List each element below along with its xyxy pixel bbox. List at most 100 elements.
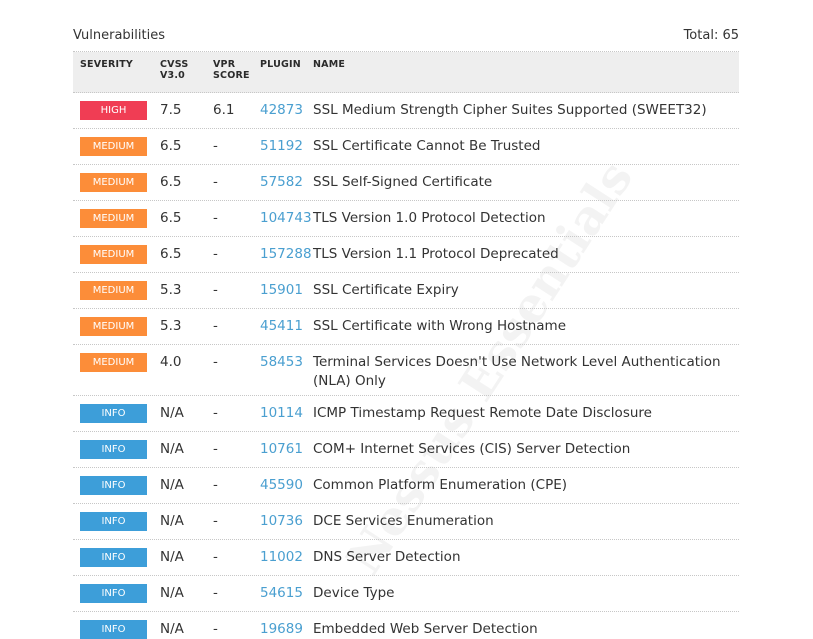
severity-badge: INFO	[80, 584, 147, 603]
vpr-score: -	[213, 246, 218, 262]
plugin-link[interactable]: 58453	[260, 354, 303, 370]
col-severity-label: SEVERITY	[80, 59, 133, 70]
vpr-score: -	[213, 282, 218, 298]
vpr-score: -	[213, 318, 218, 334]
vulnerability-name: Terminal Services Doesn't Use Network Le…	[313, 354, 721, 389]
col-plugin-header: PLUGIN	[260, 59, 301, 70]
vulnerability-name: DNS Server Detection	[313, 549, 461, 565]
table-row: INFO N/A - 11002 DNS Server Detection	[73, 540, 739, 576]
vpr-score: -	[213, 441, 218, 457]
cvss-score: N/A	[160, 405, 184, 421]
severity-badge: MEDIUM	[80, 281, 147, 300]
vulnerability-name: SSL Certificate with Wrong Hostname	[313, 318, 566, 334]
vpr-score: -	[213, 585, 218, 601]
table-row: MEDIUM 6.5 - 51192 SSL Certificate Cannot Be…	[73, 129, 739, 165]
plugin-link[interactable]: 15901	[260, 282, 303, 298]
severity-badge: INFO	[80, 620, 147, 639]
plugin-link[interactable]: 51192	[260, 138, 303, 154]
table-row: MEDIUM 6.5 - 104743 TLS Version 1.0 Protocol…	[73, 201, 739, 237]
plugin-link[interactable]: 54615	[260, 585, 303, 601]
vpr-score: -	[213, 477, 218, 493]
col-cvss-label-line1: CVSS	[160, 59, 189, 70]
vpr-score: -	[213, 549, 218, 565]
vulnerability-name: TLS Version 1.1 Protocol Deprecated	[313, 246, 559, 262]
vulnerabilities-table: SEVERITY CVSS V3.0 VPR SCORE PLUGIN NAME…	[73, 51, 739, 639]
vulnerability-name: Embedded Web Server Detection	[313, 621, 538, 637]
col-cvss-header: CVSS V3.0	[160, 59, 188, 81]
severity-badge: INFO	[80, 476, 147, 495]
table-row: HIGH 7.5 6.1 42873 SSL Medium Strength Ciphe…	[73, 93, 739, 129]
plugin-link[interactable]: 157288	[260, 246, 312, 262]
plugin-link[interactable]: 45411	[260, 318, 303, 334]
severity-badge: MEDIUM	[80, 173, 147, 192]
plugin-link[interactable]: 19689	[260, 621, 303, 637]
vulnerability-name: TLS Version 1.0 Protocol Detection	[313, 210, 546, 226]
col-severity-header: SEVERITY	[80, 59, 133, 70]
vpr-score: -	[213, 513, 218, 529]
severity-badge: INFO	[80, 512, 147, 531]
cvss-score: N/A	[160, 621, 184, 637]
cvss-score: N/A	[160, 441, 184, 457]
cvss-score: 5.3	[160, 282, 182, 298]
vulnerability-name: ICMP Timestamp Request Remote Date Discl…	[313, 405, 652, 421]
cvss-score: 7.5	[160, 102, 182, 118]
vpr-score: -	[213, 210, 218, 226]
table-row: MEDIUM 4.0 - 58453 Terminal Services Doesn't…	[73, 345, 739, 396]
vpr-score: -	[213, 174, 218, 190]
severity-badge: INFO	[80, 404, 147, 423]
vulnerability-name: DCE Services Enumeration	[313, 513, 494, 529]
table-row: INFO N/A - 54615 Device Type	[73, 576, 739, 612]
cvss-score: N/A	[160, 585, 184, 601]
vulnerability-name: Common Platform Enumeration (CPE)	[313, 477, 568, 493]
vpr-score: -	[213, 621, 218, 637]
table-row: MEDIUM 6.5 - 157288 TLS Version 1.1 Protocol…	[73, 237, 739, 273]
vpr-score: 6.1	[213, 102, 235, 118]
col-cvss-label-line2: V3.0	[160, 70, 185, 81]
cvss-score: N/A	[160, 477, 184, 493]
plugin-link[interactable]: 11002	[260, 549, 303, 565]
col-vpr-label-line2: SCORE	[213, 70, 250, 81]
table-row: MEDIUM 5.3 - 15901 SSL Certificate Expiry	[73, 273, 739, 309]
table-row: INFO N/A - 45590 Common Platform Enumeration…	[73, 468, 739, 504]
vpr-score: -	[213, 405, 218, 421]
plugin-link[interactable]: 104743	[260, 210, 312, 226]
vulnerability-name: COM+ Internet Services (CIS) Server Dete…	[313, 441, 631, 457]
table-row: MEDIUM 6.5 - 57582 SSL Self-Signed Certifica…	[73, 165, 739, 201]
plugin-link[interactable]: 10761	[260, 441, 303, 457]
vulnerability-name: SSL Medium Strength Cipher Suites Suppor…	[313, 102, 707, 118]
table-header: SEVERITY CVSS V3.0 VPR SCORE PLUGIN NAME	[73, 52, 739, 93]
section-header: Vulnerabilities Total: 65	[73, 26, 739, 51]
vpr-score: -	[213, 138, 218, 154]
cvss-score: N/A	[160, 513, 184, 529]
plugin-link[interactable]: 45590	[260, 477, 303, 493]
severity-badge: MEDIUM	[80, 245, 147, 264]
plugin-link[interactable]: 42873	[260, 102, 303, 118]
section-title: Vulnerabilities	[73, 28, 165, 43]
table-body: HIGH 7.5 6.1 42873 SSL Medium Strength Ciphe…	[73, 93, 739, 639]
vulnerability-name: SSL Certificate Expiry	[313, 282, 459, 298]
severity-badge: HIGH	[80, 101, 147, 120]
table-row: INFO N/A - 19689 Embedded Web Server Detecti…	[73, 612, 739, 639]
plugin-link[interactable]: 10736	[260, 513, 303, 529]
total-count: Total: 65	[683, 28, 739, 43]
table-row: MEDIUM 5.3 - 45411 SSL Certificate with Wron…	[73, 309, 739, 345]
severity-badge: MEDIUM	[80, 137, 147, 156]
table-row: INFO N/A - 10761 COM+ Internet Services (CIS…	[73, 432, 739, 468]
col-vpr-header: VPR SCORE	[213, 59, 250, 81]
severity-badge: MEDIUM	[80, 317, 147, 336]
col-vpr-label-line1: VPR	[213, 59, 236, 70]
plugin-link[interactable]: 57582	[260, 174, 303, 190]
cvss-score: 6.5	[160, 246, 182, 262]
col-name-header: NAME	[313, 59, 345, 70]
cvss-score: 5.3	[160, 318, 182, 334]
cvss-score: 6.5	[160, 138, 182, 154]
vulnerability-name: SSL Self-Signed Certificate	[313, 174, 493, 190]
table-row: INFO N/A - 10736 DCE Services Enumeration	[73, 504, 739, 540]
severity-badge: INFO	[80, 548, 147, 567]
vulnerability-name: Device Type	[313, 585, 395, 601]
plugin-link[interactable]: 10114	[260, 405, 303, 421]
table-row: INFO N/A - 10114 ICMP Timestamp Request Remo…	[73, 396, 739, 432]
cvss-score: 4.0	[160, 354, 182, 370]
col-plugin-label: PLUGIN	[260, 59, 301, 70]
cvss-score: N/A	[160, 549, 184, 565]
